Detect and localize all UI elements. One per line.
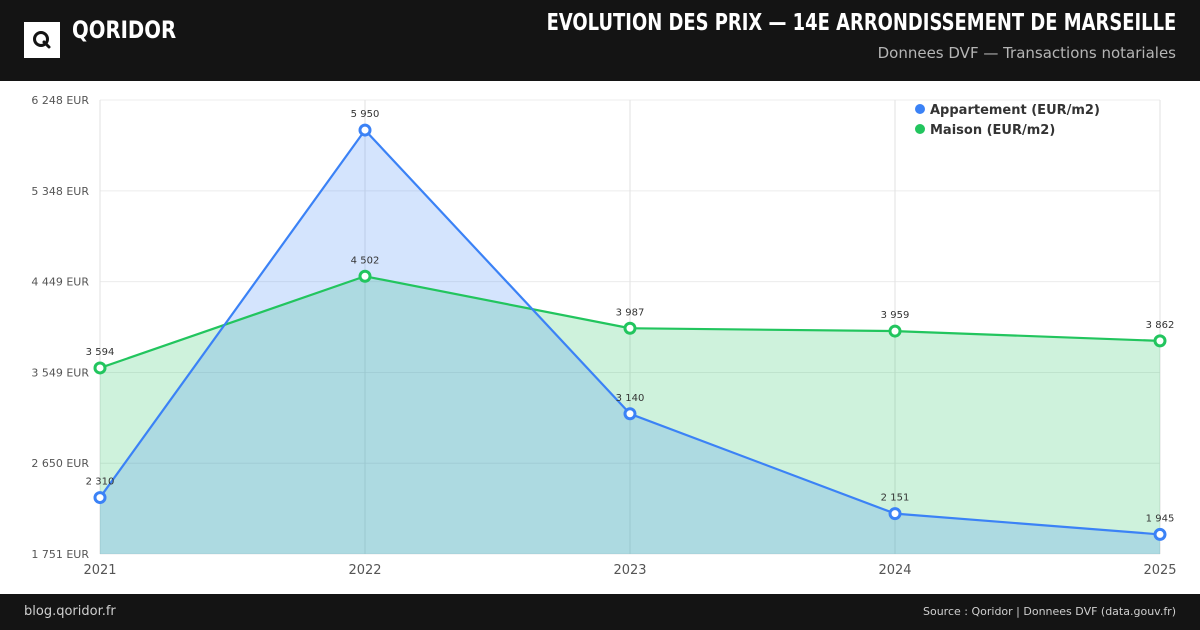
brand-name: QORIDOR — [72, 16, 177, 44]
data-label-appartement: 2 151 — [881, 493, 910, 504]
data-label-maison: 3 987 — [616, 307, 645, 318]
legend-entry-maison: Maison (EUR/m2) — [930, 123, 1055, 138]
point-appartement[interactable] — [1153, 527, 1167, 541]
point-appartement[interactable] — [358, 123, 372, 137]
data-label-maison: 4 502 — [351, 255, 380, 266]
area-appartement — [100, 130, 1160, 554]
header: QORIDOR EVOLUTION DES PRIX — 14E ARRONDI… — [0, 0, 1200, 81]
logo-icon — [24, 22, 60, 58]
point-maison[interactable] — [888, 324, 902, 338]
point-maison[interactable] — [93, 361, 107, 375]
footer: blog.qoridor.fr Source : Qoridor | Donne… — [0, 594, 1200, 630]
data-label-maison: 3 594 — [86, 347, 115, 358]
legend-marker-appartement — [915, 104, 925, 114]
data-label-appartement: 2 310 — [86, 477, 115, 488]
x-tick-label: 2021 — [83, 563, 116, 578]
y-tick-label: 1 751 EUR — [31, 548, 89, 561]
point-maison[interactable] — [623, 321, 637, 335]
chart-subtitle: Donnees DVF — Transactions notariales — [877, 44, 1176, 62]
legend-marker-maison — [915, 124, 925, 134]
y-tick-label: 5 348 EUR — [31, 185, 89, 198]
point-appartement[interactable] — [888, 507, 902, 521]
y-tick-label: 4 449 EUR — [31, 276, 89, 289]
chart-title: EVOLUTION DES PRIX — 14E ARRONDISSEMENT … — [546, 10, 1176, 36]
data-label-appartement: 5 950 — [351, 109, 380, 120]
point-maison[interactable] — [1153, 334, 1167, 348]
data-label-appartement: 3 140 — [616, 393, 645, 404]
y-tick-label: 2 650 EUR — [31, 457, 89, 470]
legend-entry-appartement: Appartement (EUR/m2) — [930, 103, 1100, 118]
price-chart: 1 751 EUR 2 650 EUR 3 549 EUR 4 449 EUR 5 34… — [31, 94, 1176, 578]
data-label-appartement: 1 945 — [1146, 513, 1175, 524]
point-appartement[interactable] — [623, 407, 637, 421]
y-tick-label: 6 248 EUR — [31, 94, 89, 107]
point-appartement[interactable] — [93, 491, 107, 505]
footer-source: Source : Qoridor | Donnees DVF (data.gou… — [923, 605, 1176, 618]
x-tick-label: 2025 — [1143, 563, 1176, 578]
point-maison[interactable] — [358, 269, 372, 283]
x-tick-label: 2022 — [348, 563, 381, 578]
footer-site-link[interactable]: blog.qoridor.fr — [24, 604, 116, 619]
x-tick-label: 2024 — [878, 563, 911, 578]
y-tick-label: 3 549 EUR — [31, 366, 89, 379]
x-tick-label: 2023 — [613, 563, 646, 578]
data-label-maison: 3 959 — [881, 310, 910, 321]
data-label-maison: 3 862 — [1146, 320, 1175, 331]
